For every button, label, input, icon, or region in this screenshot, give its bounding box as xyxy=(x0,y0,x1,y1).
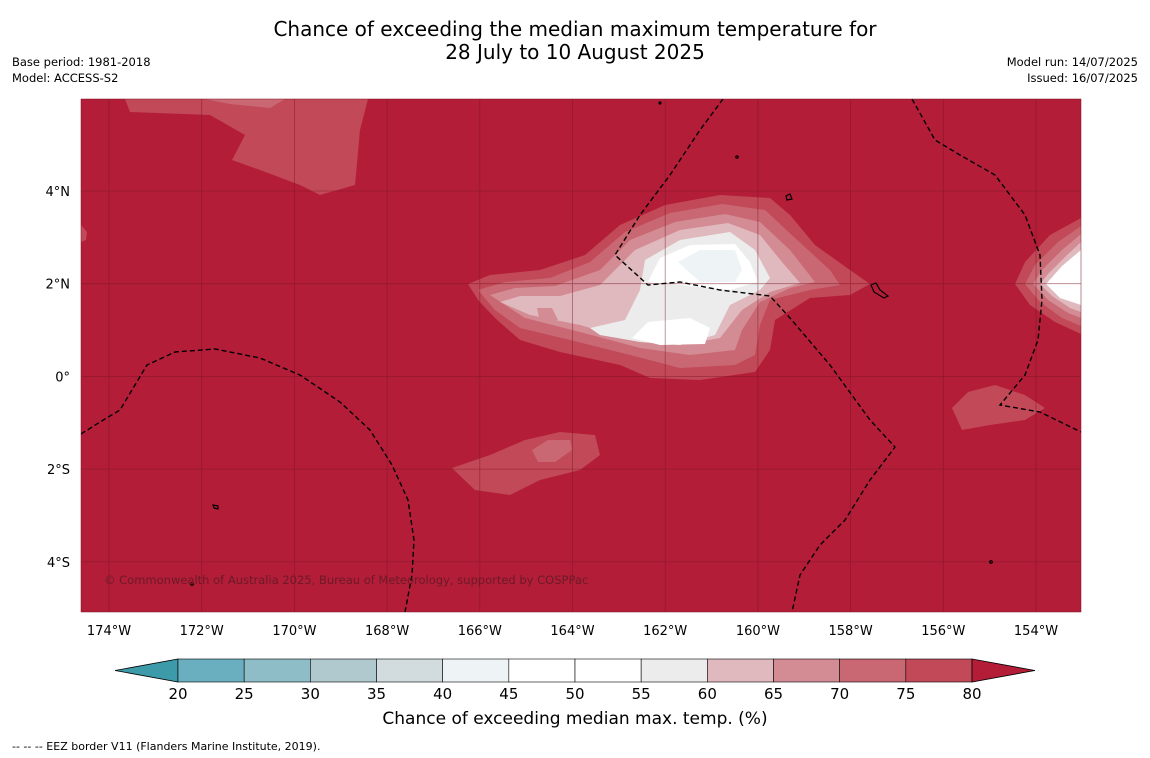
colorbar-segment xyxy=(773,658,840,683)
island-3 xyxy=(212,504,219,510)
gridlines xyxy=(81,99,1081,612)
lon-label: 164°W xyxy=(550,624,594,639)
lon-label: 162°W xyxy=(643,624,687,639)
colorbar-ticks: 20 25 30 35 40 45 50 55 60 65 70 75 80 xyxy=(168,685,981,703)
colorbar-tick-label: 55 xyxy=(632,685,651,703)
issued-date: Issued: 16/07/2025 xyxy=(1027,70,1138,85)
meta-left: Base period: 1981-2018 Model: ACCESS-S2 xyxy=(12,55,151,86)
eez-border-central xyxy=(614,99,896,612)
lon-label: 174°W xyxy=(87,624,131,639)
copyright-text: © Commonwealth of Australia 2025, Bureau… xyxy=(104,573,588,587)
colorbar-tick-label: 50 xyxy=(565,685,584,703)
island-6 xyxy=(989,560,993,564)
contour-southeast-75 xyxy=(952,385,1045,430)
colorbar-segment xyxy=(442,658,510,683)
chart-title: Chance of exceeding the median maximum t… xyxy=(0,18,1150,64)
contour-layer: © Commonwealth of Australia 2025, Bureau… xyxy=(81,99,1081,612)
lon-label: 160°W xyxy=(736,624,780,639)
colorbar-segment xyxy=(243,658,311,683)
colorbar-tick-label: 45 xyxy=(499,685,518,703)
lon-label: 166°W xyxy=(458,624,502,639)
model-run: Model run: 14/07/2025 xyxy=(1006,55,1138,69)
map-panel: © Commonwealth of Australia 2025, Bureau… xyxy=(46,98,1082,639)
lat-label: 4°N xyxy=(46,185,71,200)
longitude-labels: 174°W 172°W 170°W 168°W 166°W 164°W 162°W 160°W… xyxy=(87,624,1058,639)
colorbar-segment xyxy=(574,658,642,683)
latitude-labels: 4°N 2°N 0° 2°S 4°S xyxy=(46,185,71,571)
base-period: Base period: 1981-2018 xyxy=(12,55,151,69)
lon-label: 156°W xyxy=(921,624,965,639)
lat-label: 2°S xyxy=(47,463,70,478)
colorbar-segment xyxy=(707,658,774,683)
contour-region-nw-inner xyxy=(205,99,285,108)
colorbar-segments xyxy=(114,658,1036,683)
islands xyxy=(190,101,993,586)
title-line-2: 28 July to 10 August 2025 xyxy=(445,40,705,64)
colorbar-segment xyxy=(839,658,907,683)
island-1 xyxy=(785,193,793,201)
colorbar-segment xyxy=(640,658,708,683)
colorbar-tick-label: 75 xyxy=(896,685,915,703)
lon-label: 170°W xyxy=(272,624,316,639)
meta-right: Model run: 14/07/2025 Issued: 16/07/2025 xyxy=(1007,55,1138,86)
colorbar-tick-label: 30 xyxy=(301,685,320,703)
lat-label: 0° xyxy=(55,370,70,385)
contour-south-70 xyxy=(532,440,572,462)
contour-central-45 xyxy=(678,250,742,282)
island-4 xyxy=(190,582,194,586)
colorbar-tick-label: 60 xyxy=(698,685,717,703)
colorbar-tick-label: 70 xyxy=(830,685,849,703)
contour-region-w-edge xyxy=(81,225,87,242)
lon-label: 172°W xyxy=(180,624,224,639)
colorbar-tick-label: 25 xyxy=(235,685,254,703)
lon-label: 154°W xyxy=(1014,624,1058,639)
contour-central-50b xyxy=(632,318,710,345)
colorbar-tick-label: 20 xyxy=(168,685,187,703)
colorbar-segment xyxy=(905,658,973,683)
island-5 xyxy=(735,155,739,159)
lat-label: 4°S xyxy=(47,556,70,571)
colorbar-extend-low xyxy=(114,658,179,683)
contour-east-50 xyxy=(1046,250,1081,305)
colorbar-tick-label: 40 xyxy=(433,685,452,703)
colorbar-extend-high xyxy=(971,658,1036,683)
colorbar-tick-label: 35 xyxy=(367,685,386,703)
colorbar-segment xyxy=(310,658,377,683)
colorbar-segment xyxy=(508,658,576,683)
lat-label: 2°N xyxy=(46,278,71,293)
colorbar-segment xyxy=(376,658,443,683)
map-frame xyxy=(80,98,1082,613)
eez-border-east xyxy=(911,99,1081,433)
contour-central-60-inner xyxy=(537,308,558,322)
eez-footnote: -- -- -- EEZ border V11 (Flanders Marine… xyxy=(12,740,321,753)
lon-label: 168°W xyxy=(365,624,409,639)
model-name: Model: ACCESS-S2 xyxy=(12,70,119,85)
colorbar-tick-label: 80 xyxy=(962,685,981,703)
eez-borders xyxy=(81,99,1081,612)
eez-border-west xyxy=(81,348,415,612)
colorbar-label: Chance of exceeding median max. temp. (%… xyxy=(382,709,768,729)
colorbar-tick-label: 65 xyxy=(764,685,783,703)
lon-label: 158°W xyxy=(829,624,873,639)
contour-region-nw xyxy=(125,99,368,195)
colorbar-segment xyxy=(177,658,245,683)
island-7 xyxy=(658,101,662,105)
colorbar: 20 25 30 35 40 45 50 55 60 65 70 75 80 xyxy=(114,658,1036,703)
island-2 xyxy=(870,282,890,299)
title-line-1: Chance of exceeding the median maximum t… xyxy=(273,17,877,41)
